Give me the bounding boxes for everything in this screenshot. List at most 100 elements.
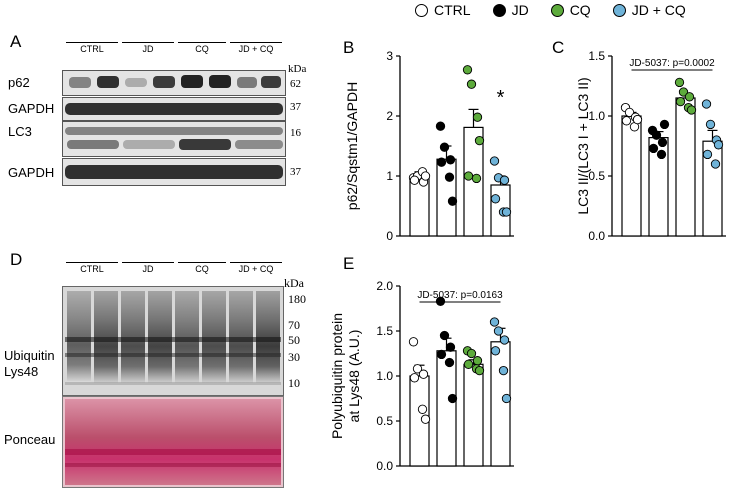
- blot-a-mw-gapdh2: 37: [290, 166, 301, 178]
- data-point: [498, 365, 509, 376]
- chart-b: 0 1 2 3 p62/Sqstm1/GAPDH *: [344, 49, 514, 243]
- blot-a-group-jd: JD: [122, 42, 174, 54]
- gapdh-bands: [65, 103, 283, 115]
- panel-label-d: D: [10, 250, 23, 269]
- blot-d-group-cq: CQ: [178, 262, 226, 274]
- blot-d-kda: kDa: [284, 276, 304, 290]
- data-point: [678, 87, 689, 97]
- blot-a-group-label: CTRL: [80, 44, 104, 54]
- blot-d-group-label: JD + CQ: [238, 264, 274, 274]
- data-point: [445, 342, 456, 352]
- gapdh-bands: [65, 165, 283, 179]
- data-point: [447, 393, 458, 404]
- legend-item-jd: JD: [492, 2, 529, 18]
- data-point: [490, 194, 501, 204]
- chart-c: 0.0 0.5 1.0 1.5 LC3 II/(LC3 I + LC3 II) JD-50…: [575, 49, 726, 243]
- blot-a-group-ctrl: CTRL: [66, 42, 118, 54]
- bar-cq: [675, 97, 696, 237]
- blot-a-mw-gapdh1: 37: [290, 101, 301, 113]
- data-point: [436, 157, 447, 167]
- data-point: [409, 175, 420, 185]
- legend: CTRL JD CQ JD + CQ: [415, 2, 686, 18]
- panel-label-b: B: [343, 38, 355, 57]
- legend-label-ctrl: CTRL: [434, 2, 471, 18]
- panel-label-a: A: [10, 32, 22, 51]
- data-point: [436, 349, 447, 360]
- y-tick-label: 0.5: [376, 414, 393, 428]
- data-point: [420, 171, 431, 181]
- data-point: [447, 196, 458, 206]
- blot-d-group-ctrl: CTRL: [66, 262, 118, 274]
- y-tick-label: 0.0: [376, 459, 393, 473]
- data-point: [412, 364, 423, 374]
- data-point: [686, 105, 697, 115]
- blot-a-group-cq: CQ: [178, 42, 226, 54]
- y-axis-label-line2: at Lys48 (A.U.): [346, 330, 362, 423]
- p62-bands: [69, 75, 281, 88]
- blot-a-group-jdcq: JD + CQ: [230, 42, 282, 54]
- data-point: [648, 143, 659, 154]
- panel-label-c: C: [552, 38, 565, 57]
- y-tick-label: 1.0: [588, 109, 605, 123]
- y-tick-label: 1.0: [376, 369, 393, 383]
- data-point: [651, 130, 662, 140]
- annotation-text: JD-5037: p=0.0163: [417, 290, 503, 301]
- y-tick-label: 1.5: [588, 49, 605, 63]
- blot-a-label-gapdh2: GAPDH: [8, 165, 55, 180]
- blot-a-label-gapdh1: GAPDH: [8, 101, 55, 116]
- data-point: [710, 159, 721, 169]
- data-point: [435, 121, 446, 131]
- data-point: [499, 335, 510, 345]
- blot-a-gapdh1: [62, 97, 286, 121]
- blot-d-group-label: CQ: [195, 264, 209, 274]
- legend-dot-jd: [492, 3, 506, 17]
- significance-star: *: [497, 87, 505, 109]
- blot-a-mw-p62: 62: [290, 78, 301, 90]
- data-point: [656, 149, 667, 160]
- data-point: [684, 92, 695, 102]
- panel-label-e: E: [343, 254, 355, 273]
- data-point: [471, 173, 482, 184]
- data-point: [445, 155, 456, 165]
- data-point: [463, 359, 474, 369]
- legend-dot-cq: [550, 3, 564, 17]
- y-axis-label: LC3 II/(LC3 I + LC3 II): [575, 77, 591, 214]
- y-tick-label: 2.0: [376, 279, 393, 293]
- y-axis-label: p62/Sqstm1/GAPDH: [344, 82, 360, 210]
- lc3-bands: [65, 127, 283, 150]
- data-point: [499, 175, 510, 185]
- bar-ctrl: [621, 115, 642, 237]
- data-point: [501, 393, 512, 404]
- blot-a-kda: kDa: [288, 63, 307, 75]
- data-point: [489, 156, 500, 166]
- annotation-text: JD-5037: p=0.0002: [629, 58, 715, 69]
- blot-a-label-p62: p62: [8, 75, 30, 90]
- data-point: [659, 119, 670, 130]
- data-point: [489, 317, 500, 327]
- data-point: [632, 114, 643, 125]
- legend-dot-jdcq: [612, 3, 626, 17]
- data-point: [675, 96, 686, 107]
- legend-item-jdcq: JD + CQ: [612, 2, 686, 18]
- data-point: [474, 135, 485, 146]
- data-point: [444, 172, 455, 182]
- data-point: [462, 65, 473, 75]
- y-tick-label: 0.0: [588, 229, 605, 243]
- data-point: [409, 373, 420, 383]
- bar-jd: [436, 350, 457, 467]
- bar-cq: [463, 363, 484, 467]
- data-point: [466, 79, 477, 89]
- chart-e: 0.0 0.5 1.0 1.5 2.0 Polyubiquitin protein at L…: [329, 279, 514, 473]
- data-point: [439, 142, 450, 152]
- data-point: [420, 414, 431, 424]
- data-point: [702, 149, 713, 160]
- data-point: [490, 346, 501, 356]
- blot-d-marker-70: 70: [288, 318, 300, 332]
- ubiquitin-label-2: Lys48: [4, 364, 39, 379]
- legend-label-cq: CQ: [569, 2, 591, 18]
- data-point: [472, 112, 483, 122]
- blot-d-group-label: JD: [142, 264, 154, 274]
- blot-d-marker-50: 50: [288, 333, 300, 347]
- legend-item-ctrl: CTRL: [415, 2, 471, 18]
